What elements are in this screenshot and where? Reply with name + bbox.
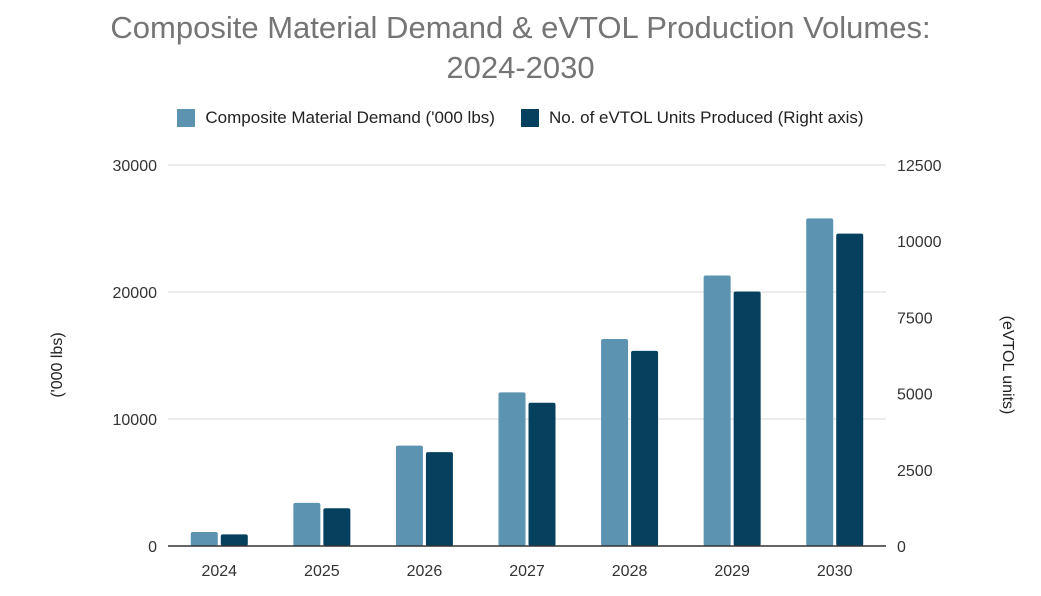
bar-evtol-units-2028[interactable] — [631, 350, 659, 546]
right-axis-title: (eVTOL units) — [999, 316, 1016, 415]
left-tick-label: 0 — [148, 539, 157, 556]
bar-evtol-units-2030[interactable] — [836, 233, 864, 546]
right-tick-label: 2500 — [897, 463, 933, 480]
right-tick-label: 0 — [897, 539, 906, 556]
x-tick-label: 2026 — [407, 563, 443, 580]
legend-label-evtol-units: No. of eVTOL Units Produced (Right axis) — [548, 108, 864, 127]
legend-item-composite-demand[interactable]: Composite Material Demand ('000 lbs) — [177, 108, 495, 128]
x-tick-label: 2030 — [817, 563, 853, 580]
left-tick-label: 30000 — [113, 158, 158, 175]
legend-label-composite-demand: Composite Material Demand ('000 lbs) — [205, 108, 495, 127]
bar-evtol-units-2029[interactable] — [733, 291, 761, 546]
x-tick-label: 2025 — [304, 563, 340, 580]
right-axis-ticks: 0 2500 5000 7500 10000 12500 — [897, 158, 942, 556]
bar-composite-demand-2027[interactable] — [498, 392, 526, 546]
x-tick-label: 2028 — [612, 563, 648, 580]
right-tick-label: 5000 — [897, 387, 933, 404]
chart-title-line-1: Composite Material Demand & eVTOL Produc… — [110, 10, 931, 45]
chart-title: Composite Material Demand & eVTOL Produc… — [0, 8, 1041, 88]
bar-evtol-units-2027[interactable] — [528, 402, 556, 546]
left-axis-ticks: 0 10000 20000 30000 — [113, 158, 158, 556]
x-tick-label: 2029 — [714, 563, 750, 580]
legend-swatch-composite-demand — [177, 109, 196, 127]
gridlines — [168, 164, 886, 420]
chart-legend: Composite Material Demand ('000 lbs) No.… — [0, 108, 1041, 128]
right-tick-label: 7500 — [897, 310, 933, 327]
bar-composite-demand-2030[interactable] — [806, 218, 834, 546]
bar-evtol-units-2025[interactable] — [323, 508, 351, 546]
left-tick-label: 10000 — [113, 412, 158, 429]
legend-item-evtol-units[interactable]: No. of eVTOL Units Produced (Right axis) — [520, 108, 864, 128]
x-tick-label: 2024 — [201, 563, 237, 580]
bar-composite-demand-2029[interactable] — [703, 275, 731, 546]
chart-title-line-2: 2024-2030 — [446, 50, 595, 85]
right-tick-label: 10000 — [897, 234, 942, 251]
bar-composite-demand-2026[interactable] — [395, 445, 423, 546]
bar-evtol-units-2026[interactable] — [425, 452, 453, 546]
x-tick-label: 2027 — [509, 563, 545, 580]
left-axis-title: ('000 lbs) — [49, 332, 66, 397]
legend-swatch-evtol-units — [520, 109, 539, 127]
bars — [190, 218, 864, 546]
bar-composite-demand-2024[interactable] — [190, 532, 218, 546]
bar-composite-demand-2028[interactable] — [601, 338, 629, 546]
bar-composite-demand-2025[interactable] — [293, 502, 321, 546]
right-tick-label: 12500 — [897, 158, 942, 175]
bar-evtol-units-2024[interactable] — [220, 534, 248, 546]
left-tick-label: 20000 — [113, 285, 158, 302]
x-axis-ticks: 2024 2025 2026 2027 2028 2029 2030 — [201, 563, 852, 580]
